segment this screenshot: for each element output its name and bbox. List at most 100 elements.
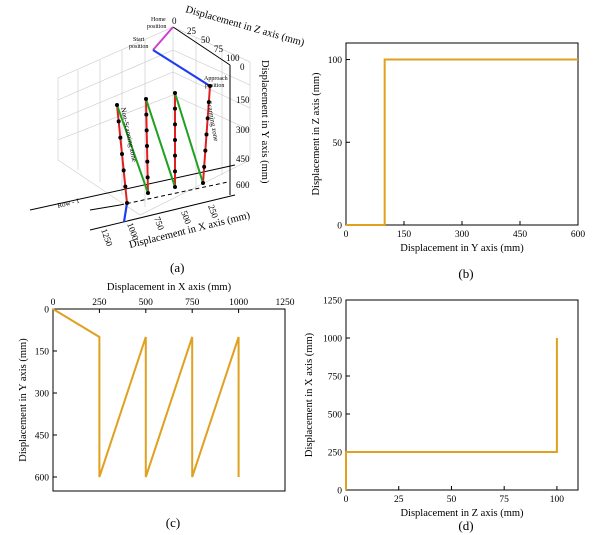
panel-a-row-line [119, 181, 229, 206]
x-tick-label: 0 [344, 230, 349, 240]
panel-a-row-leader [89, 204, 121, 211]
scan-point [146, 191, 150, 195]
panel-c-caption: (c) [166, 515, 180, 530]
scan-point [144, 128, 149, 133]
x-tick-label: 25 [394, 495, 404, 505]
scan-point [173, 138, 177, 142]
y-tick-label: 0 [337, 487, 342, 497]
panel-a-home-move [152, 26, 174, 51]
panel-a-y-ticks: 0 150 300 450 600 [236, 62, 250, 190]
scan-point [123, 184, 128, 189]
panel-a-gridlines [57, 27, 251, 207]
home-position-label: Home [151, 17, 166, 23]
scan-point [208, 84, 212, 88]
y-tick-label: 1000 [323, 335, 342, 345]
start-position-label: position [129, 44, 148, 50]
y-tick-label: 0 [44, 306, 49, 316]
panel-b-series-line [346, 58, 578, 226]
panel-a-y-tick: 600 [236, 180, 250, 190]
panel-d-plot-frame [345, 299, 579, 491]
x-tick-label: 300 [455, 230, 470, 240]
panel-d-x-axis-title: Displacement in Z axis (mm) [400, 508, 524, 519]
x-tick-label: 1000 [229, 298, 248, 308]
panel-b-plot-frame [345, 42, 579, 226]
scan-point [145, 175, 150, 180]
panel-a-z-tick: 0 [172, 16, 177, 26]
panel-a-z-tick: 50 [201, 35, 211, 45]
x-tick-label: 250 [92, 298, 107, 308]
panel-c-series-line [52, 308, 240, 478]
approach-position-label: position [205, 83, 224, 89]
scan-point [206, 100, 211, 105]
scan-point [173, 169, 177, 174]
panel-d-y-axis-title: Displacement in X axis (mm) [304, 332, 315, 457]
panel-b-x-axis-title: Displacement in Y axis (mm) [400, 243, 524, 254]
panel-a-exit-move [122, 202, 129, 223]
y-tick-label: 600 [35, 474, 50, 484]
y-tick-label: 0 [337, 222, 342, 232]
x-tick-label: 100 [550, 495, 565, 505]
x-tick-label: 750 [185, 298, 200, 308]
panel-b-caption: (b) [458, 266, 473, 281]
panel-b-ticks: 0 150 300 450 600 0 50 100 [328, 56, 586, 240]
panel-a-x-tick: 500 [179, 209, 193, 226]
panel-a-z-tick: 25 [187, 26, 197, 36]
scan-point [144, 97, 148, 101]
scan-point [115, 103, 119, 107]
y-tick-label: 750 [328, 373, 343, 383]
y-tick-label: 450 [35, 432, 50, 442]
panel-c-y-axis-title: Displacement in Y axis (mm) [18, 338, 29, 462]
panel-a-x-tick: 1250 [99, 227, 115, 248]
scan-point [173, 153, 177, 158]
panel-c-chart: 0 250 500 750 1000 1250 0 150 300 450 600 Displace… [18, 282, 295, 530]
panel-c-x-axis-title: Displacement in X axis (mm) [107, 282, 232, 293]
x-tick-label: 150 [397, 230, 412, 240]
scan-point [121, 168, 126, 173]
scan-point [203, 148, 208, 153]
y-tick-label: 300 [35, 390, 50, 400]
x-tick-label: 1250 [276, 298, 295, 308]
scan-point [173, 122, 177, 127]
scan-point [118, 135, 123, 140]
x-tick-label: 450 [513, 230, 528, 240]
y-tick-label: 500 [328, 411, 343, 421]
scan-point [145, 144, 149, 148]
scan-point [205, 116, 210, 121]
panel-a-x-tick: 750 [152, 215, 166, 232]
approach-position-label: Approach [204, 76, 228, 82]
row-label: Row - 1 [57, 197, 81, 210]
panel-a-non-scanning-lines [116, 92, 204, 194]
panel-a-z-tick: 100 [226, 53, 240, 63]
y-tick-label: 100 [328, 56, 343, 66]
x-tick-label: 500 [139, 298, 154, 308]
panel-a-z-tick: 75 [214, 44, 224, 54]
panel-a-x-tick: 250 [206, 203, 220, 220]
non-scan-line-2 [145, 98, 176, 188]
panel-a-approach-move [152, 49, 211, 87]
y-tick-label: 150 [35, 348, 50, 358]
panel-a-z-axis-line [172, 26, 231, 66]
panel-a-caption: (a) [170, 260, 184, 275]
panel-d-caption: (d) [458, 518, 473, 533]
scan-point [202, 164, 207, 169]
y-tick-label: 1250 [323, 297, 342, 307]
scan-point [204, 132, 209, 137]
scan-point [125, 201, 129, 205]
scan-point [201, 181, 205, 185]
panel-a-y-axis-title: Displacement in Y axis (mm) [259, 60, 270, 184]
panel-a-z-ticks: 0 25 50 75 100 [172, 16, 240, 63]
panel-c-plot-frame [52, 308, 286, 492]
scan-point [144, 112, 149, 117]
x-tick-label: 75 [499, 495, 509, 505]
scan-point [173, 185, 177, 189]
non-scan-line-3 [116, 104, 149, 194]
start-position-label: Start [133, 37, 145, 43]
x-tick-label: 0 [344, 495, 349, 505]
x-tick-label: 50 [447, 495, 457, 505]
scan-point [120, 152, 124, 156]
panel-a-floor-edge [29, 164, 236, 211]
panel-c-ticks: 0 250 500 750 1000 1250 0 150 300 450 600 [35, 298, 295, 484]
scan-point [173, 91, 177, 95]
